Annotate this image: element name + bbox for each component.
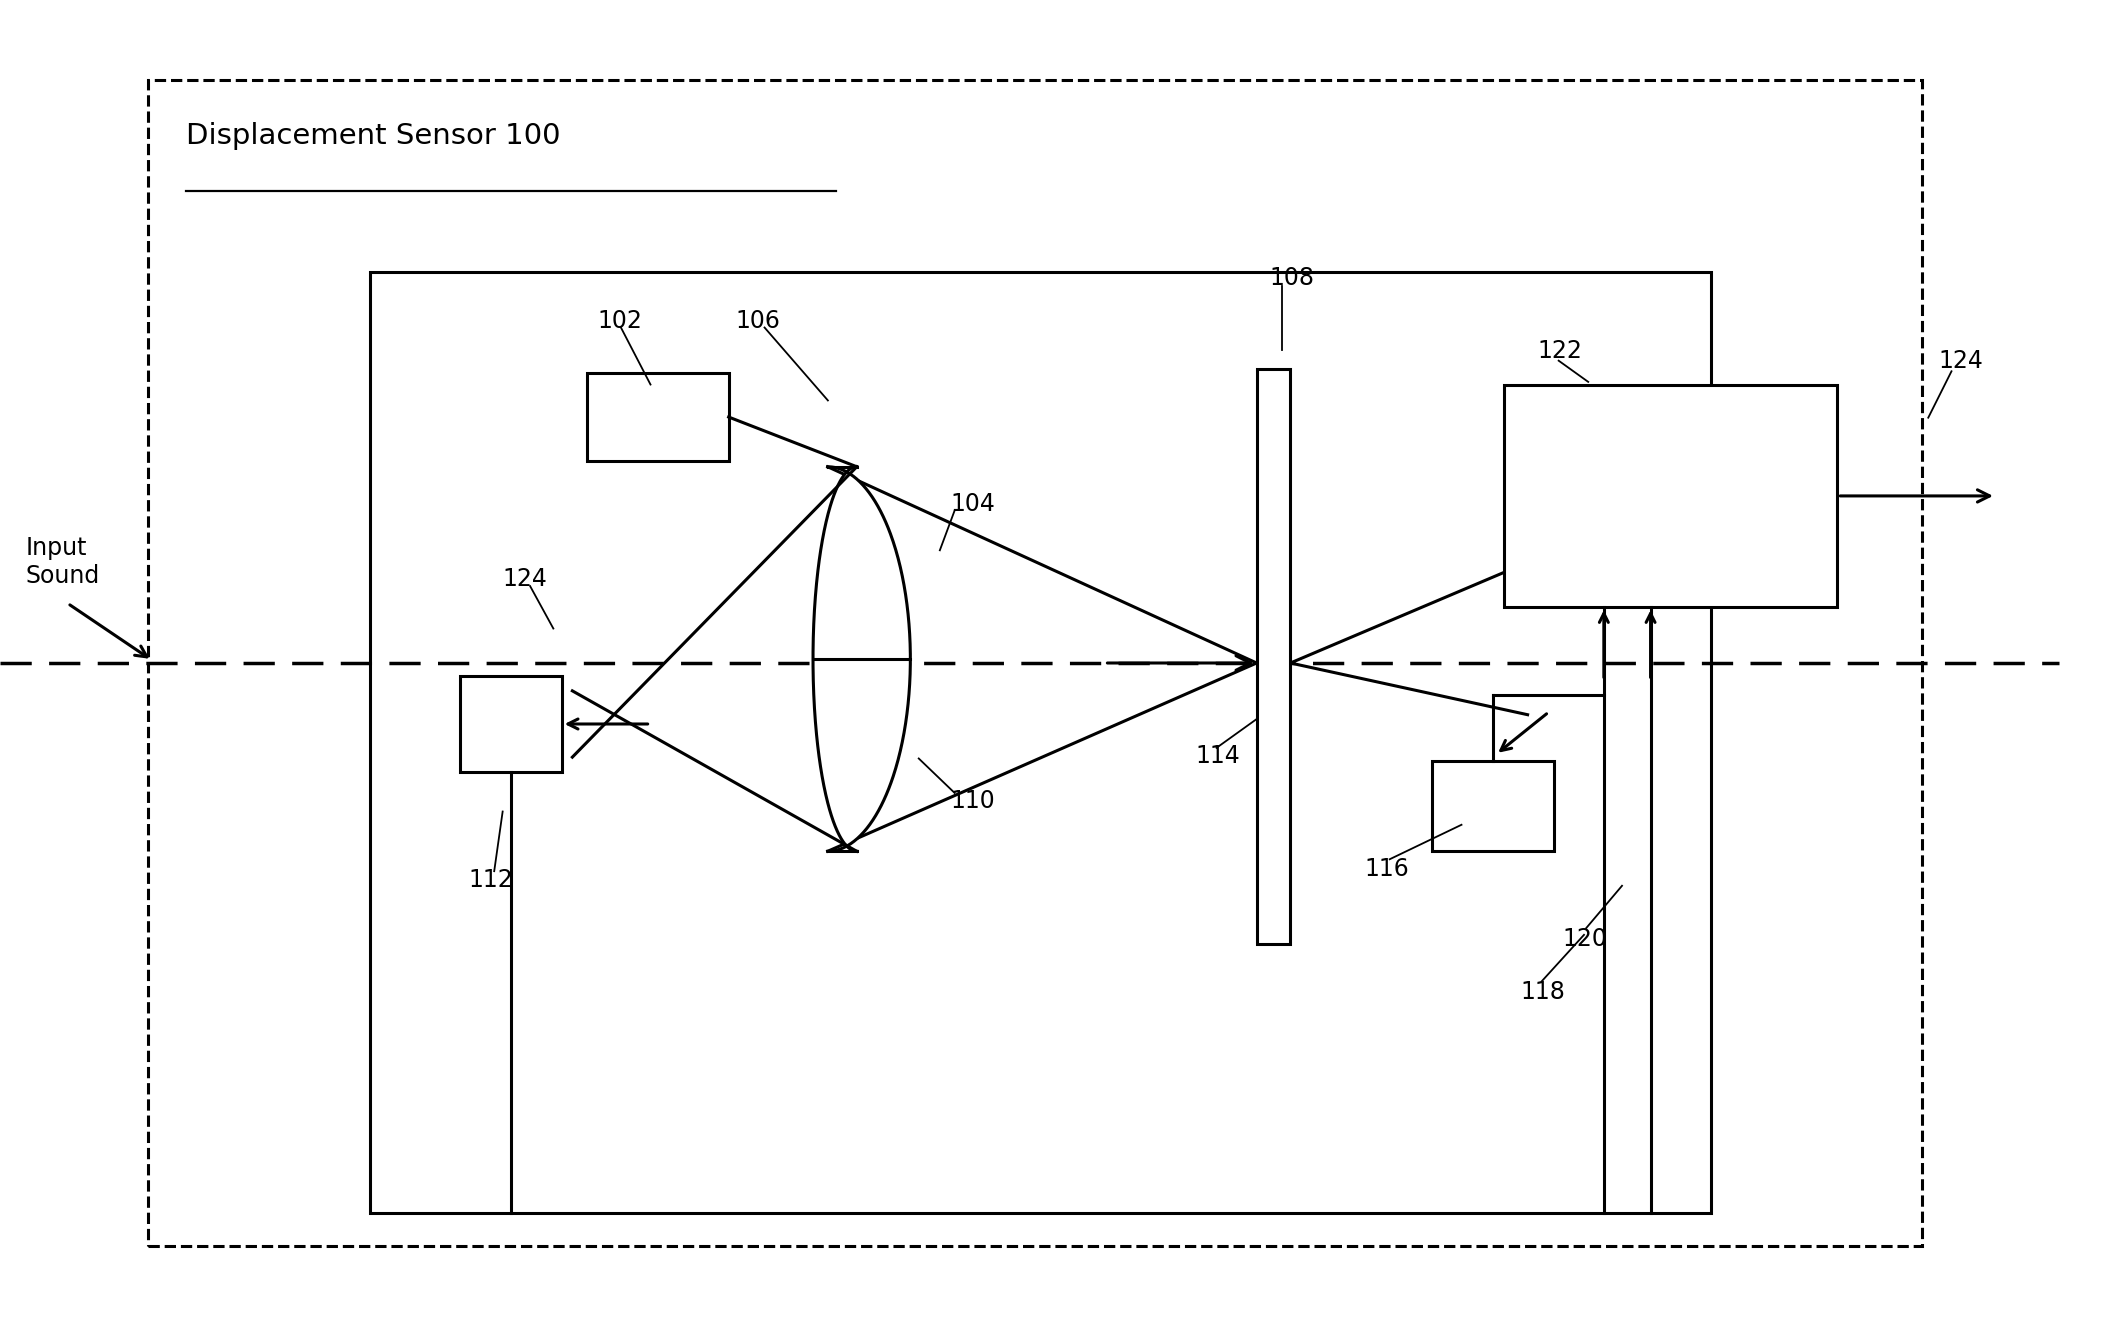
Bar — [370, 272, 1711, 1213]
Text: 114: 114 — [1195, 744, 1240, 768]
Text: 116: 116 — [1364, 857, 1409, 880]
Text: 124: 124 — [1939, 349, 1983, 373]
Text: 104: 104 — [950, 492, 995, 516]
Bar — [1432, 761, 1554, 851]
Text: 102: 102 — [598, 309, 642, 333]
Bar — [1504, 385, 1837, 607]
Text: 108: 108 — [1269, 267, 1314, 290]
Text: Input
Sound: Input Sound — [25, 536, 99, 589]
Bar — [148, 80, 1922, 1246]
Text: 122: 122 — [1538, 339, 1582, 363]
Bar — [1257, 369, 1290, 944]
Text: 110: 110 — [950, 789, 995, 813]
Polygon shape — [813, 467, 910, 851]
Text: 112: 112 — [469, 869, 513, 892]
Text: 106: 106 — [735, 309, 779, 333]
Bar — [587, 373, 729, 461]
Text: 118: 118 — [1521, 980, 1565, 1004]
Text: 124: 124 — [503, 568, 547, 591]
Bar — [460, 676, 562, 772]
Text: Displacement Sensor 100: Displacement Sensor 100 — [186, 122, 560, 150]
Text: 120: 120 — [1563, 927, 1607, 951]
